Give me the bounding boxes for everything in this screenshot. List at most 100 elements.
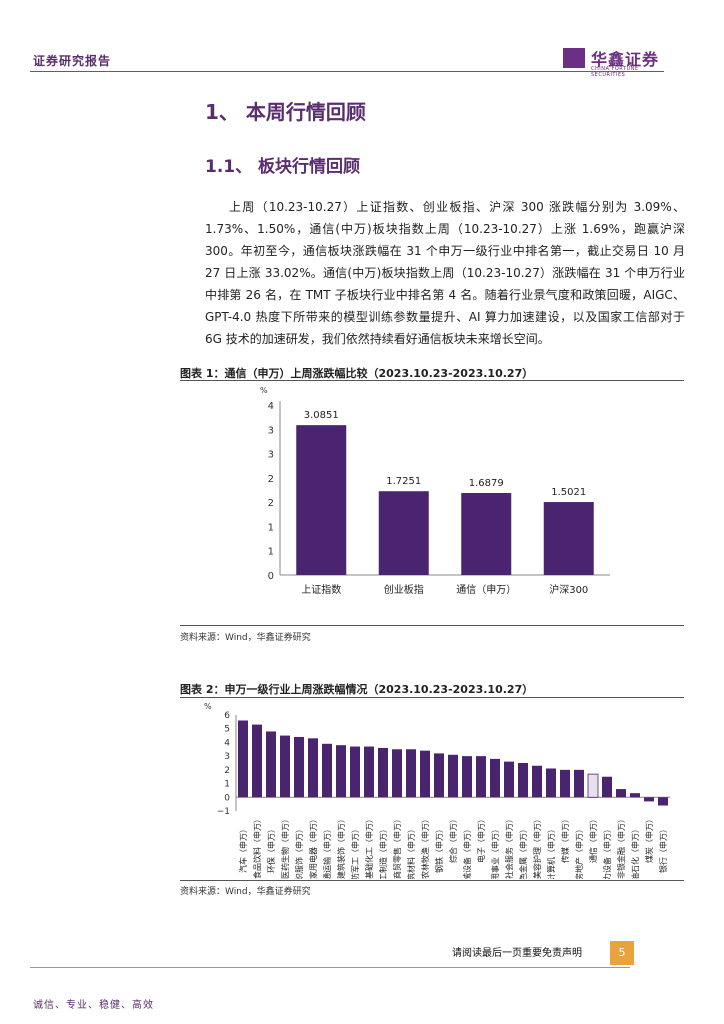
chart2-category-label: 电子（申万）: [476, 815, 486, 863]
chart2-bar: [616, 789, 626, 798]
logo-mark-icon: [563, 48, 585, 68]
section-heading: 1、 本周行情回顾: [205, 100, 366, 124]
chart2-bar: [336, 745, 346, 798]
chart1-ytick-label: 4: [268, 401, 274, 412]
header-divider: [30, 71, 664, 72]
chart2-bar: [518, 763, 528, 798]
chart2-bar: [644, 797, 654, 802]
figure1-chart: % 0 1 1 2 2 3 3 4 3.0851 上证指数 1.7251 创业板指 1.6879 通信（申万…: [180, 383, 684, 613]
figure2-bottom-rule: [180, 880, 684, 881]
chart2-category-label: 通信（申万）: [588, 815, 598, 863]
chart2-bar: [350, 746, 360, 798]
figure2-source: 资料来源：Wind，华鑫证券研究: [180, 887, 311, 897]
chart1-category-label: 沪深300: [549, 583, 588, 596]
chart1-ytick-label: 1: [268, 522, 274, 533]
figure2-title: 图表 2：申万一级行业上周涨跌幅情况（2023.10.23-2023.10.27…: [180, 683, 534, 696]
figure1-bottom-rule: [180, 625, 684, 626]
chart2-bar: [587, 773, 599, 798]
chart2-category-label: 基础化工（申万）: [364, 815, 374, 879]
chart1-data-label: 1.7251: [386, 476, 421, 487]
chart1-bar: [543, 502, 594, 575]
chart2-category-label: 机械设备（申万）: [462, 825, 472, 879]
body-paragraph: 上周（10.23-10.27）上证指数、创业板指、沪深 300 涨跌幅分别为 3…: [205, 196, 685, 350]
figure1-source: 资料来源：Wind，华鑫证券研究: [180, 633, 311, 643]
chart2-category-label: 交通运输（申万）: [322, 825, 332, 879]
logo-name: 华鑫证券: [591, 50, 660, 69]
chart2-bar: [378, 747, 388, 798]
chart2-category-label: 商贸零售（申万）: [392, 815, 402, 879]
chart2-bar: [448, 754, 458, 798]
disclaimer-text: 请阅读最后一页重要免责声明: [452, 948, 582, 959]
chart1-ytick-label: 1: [268, 547, 274, 558]
chart2-ytick-label: 0: [224, 793, 230, 803]
chart1-category-label: 上证指数: [301, 583, 341, 596]
footer-divider: [30, 967, 630, 968]
chart2-category-label: 石油石化（申万）: [630, 825, 640, 879]
chart2-category-label: 食品饮料（申万）: [252, 815, 262, 879]
chart1-bar: [378, 491, 429, 575]
chart2-category-label: 建筑材料（申万）: [406, 825, 416, 879]
chart2-category-label: 公用事业（申万）: [490, 825, 500, 879]
chart2-category-label: 建筑装饰（申万）: [336, 815, 346, 879]
chart2-category-label: 银行（申万）: [658, 825, 668, 873]
chart1-category-label: 通信（申万）: [456, 583, 516, 596]
chart2-category-label: 家用电器（申万）: [308, 815, 318, 879]
chart2-category-label: 美容护理（申万）: [532, 815, 542, 879]
chart2-bar: [476, 756, 486, 798]
chart2-ytick-label: 1: [224, 780, 230, 790]
chart2-bar: [322, 743, 332, 798]
logo-subtitle: CHINA FORTUNE SECURITIES: [591, 66, 639, 78]
chart2-ytick-label: −1: [217, 807, 230, 817]
chart1-category-label: 创业板指: [384, 583, 424, 596]
chart2-yaxis-unit: %: [204, 702, 212, 711]
chart2-bar: [294, 736, 304, 798]
chart2-category-label: 煤炭（申万）: [644, 815, 654, 863]
chart2-bar: [238, 720, 248, 798]
chart1-data-label: 1.5021: [551, 487, 586, 498]
chart2-category-label: 社会服务（申万）: [504, 815, 514, 879]
chart2-ytick-label: 3: [224, 752, 230, 762]
chart2-category-label: 轻工制造（申万）: [378, 825, 388, 879]
chart2-bar: [532, 765, 542, 798]
chart2-category-label: 环保（申万）: [266, 825, 276, 873]
chart2-ytick-label: 2: [224, 766, 230, 776]
chart2-category-label: 医药生物（申万）: [280, 815, 290, 879]
figure2-chart: % −1 0 1 2 3 4 5 6 汽车（申万） 食品饮料（申万） 环保（申万） 医药生物（申万） 纺织…: [180, 699, 684, 879]
report-type-label: 证券研究报告: [33, 54, 112, 68]
chart2-category-label: 钢铁（申万）: [434, 825, 444, 873]
chart2-bar: [266, 731, 276, 798]
figure2-top-rule: [180, 697, 684, 698]
chart2-bar: [252, 724, 262, 798]
chart1-ytick-label: 2: [268, 474, 274, 485]
chart2-category-label: 纺织服饰（申万）: [294, 825, 304, 879]
chart1-yaxis-unit: %: [260, 386, 268, 395]
chart1-ytick-label: 3: [268, 450, 274, 461]
chart2-bar: [658, 797, 668, 806]
chart2-category-label: 计算机（申万）: [546, 825, 556, 879]
chart2-bar: [364, 746, 374, 798]
chart2-bar: [574, 769, 584, 798]
figure1-top-rule: [180, 380, 684, 381]
chart1-data-label: 3.0851: [304, 410, 339, 421]
paragraph-text: 上周（10.23-10.27）上证指数、创业板指、沪深 300 涨跌幅分别为 3…: [205, 200, 685, 346]
chart2-bar: [462, 756, 472, 798]
company-motto: 诚信、专业、稳健、高效: [33, 1000, 154, 1011]
figure1-title: 图表 1：通信（申万）上周涨跌幅比较（2023.10.23-2023.10.27…: [180, 367, 534, 380]
chart2-bar: [420, 750, 430, 798]
chart2-svg: % −1 0 1 2 3 4 5 6 汽车（申万） 食品饮料（申万） 环保（申万） 医药生物（申万） 纺织…: [204, 702, 670, 879]
chart2-category-label: 传媒（申万）: [560, 815, 570, 863]
chart2-category-label: 电力设备（申万）: [602, 825, 612, 879]
chart2-bar: [602, 776, 612, 798]
chart2-bar: [434, 753, 444, 798]
chart1-data-label: 1.6879: [469, 478, 504, 489]
chart2-bar: [560, 769, 570, 798]
chart2-category-label: 非银金融（申万）: [616, 815, 626, 879]
chart2-ytick-label: 6: [224, 711, 230, 721]
chart2-category-label: 有色金属（申万）: [518, 825, 528, 879]
chart2-category-label: 农林牧渔（申万）: [420, 815, 430, 879]
chart2-bar: [392, 749, 402, 798]
subsection-heading: 1.1、 板块行情回顾: [205, 157, 361, 177]
chart1-bar: [461, 493, 512, 575]
chart1-ytick-label: 3: [268, 425, 274, 436]
company-logo: 华鑫证券 CHINA FORTUNE SECURITIES: [563, 46, 673, 78]
